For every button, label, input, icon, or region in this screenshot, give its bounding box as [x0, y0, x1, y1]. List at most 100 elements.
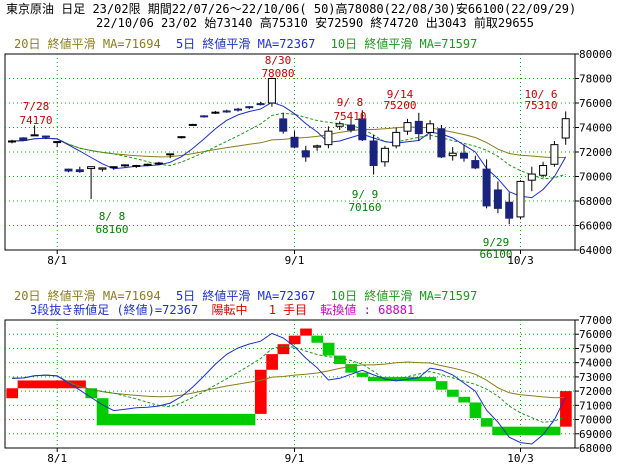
line-break-block: [300, 328, 312, 336]
candle-body: [426, 123, 435, 133]
candles: [8, 77, 570, 225]
y-tick-label: 70000: [579, 171, 612, 184]
y-tick-label: 64000: [579, 244, 612, 257]
line-break-block: [435, 381, 448, 390]
candle-body: [19, 137, 28, 141]
top-grid: [5, 54, 575, 250]
candle-body: [132, 164, 141, 167]
line-break-blocks: [6, 328, 572, 436]
line-break-block: [232, 413, 245, 426]
line-break-block: [334, 355, 346, 365]
line-break-block: [130, 413, 143, 426]
y-tick-label: 76000: [579, 328, 612, 341]
line-break-block: [424, 376, 437, 382]
y-tick-label: 71000: [579, 399, 612, 412]
line-break-block: [198, 413, 211, 426]
y-tick-label: 68000: [579, 442, 612, 455]
annotation-date: 8/30: [265, 54, 292, 67]
candle-body: [75, 169, 84, 173]
y-tick-label: 72000: [579, 385, 612, 398]
line-break-block: [164, 413, 177, 426]
y-tick-label: 75000: [579, 342, 612, 355]
candle-body: [290, 136, 299, 148]
y-tick-label: 66000: [579, 220, 612, 233]
candle-body: [301, 150, 310, 158]
candle-body: [369, 140, 378, 166]
candle-body: [550, 144, 559, 165]
line-break-block: [108, 413, 120, 426]
candle-body: [53, 141, 62, 144]
x-tick-label: 9/1: [285, 254, 305, 267]
x-tick-label: 10/3: [507, 452, 534, 465]
candle-body: [154, 162, 163, 165]
candle-body: [380, 147, 389, 163]
candle-body: [324, 130, 333, 146]
candle-body: [245, 106, 254, 109]
line-break-block: [560, 391, 572, 427]
candle-body: [188, 123, 197, 126]
candle-body: [392, 131, 401, 147]
annotation-price: 75410: [333, 110, 366, 123]
legend-ma10-b: 10日 終値平滑 MA=71597: [331, 288, 478, 303]
candle-body: [109, 166, 118, 169]
ma20-line: [11, 126, 566, 159]
annotation-price: 66100: [479, 248, 512, 261]
line-break-block: [413, 376, 425, 382]
y-tick-label: 76000: [579, 97, 612, 110]
candle-body: [335, 123, 344, 127]
annotation-price: 78080: [261, 67, 294, 80]
candle-body: [166, 153, 175, 156]
line-break-block: [480, 418, 493, 427]
line-break-block: [469, 402, 482, 419]
legend-ma5: 5日 終値平滑 MA=72367: [176, 36, 315, 51]
line-break-block: [492, 426, 504, 436]
line-break-block: [187, 413, 199, 426]
y-tick-label: 80000: [579, 48, 612, 61]
kagi-convert: 転換値 : 68881: [320, 302, 414, 317]
candle-body: [482, 168, 491, 207]
line-break-block: [503, 426, 516, 436]
annotation-price: 75200: [383, 99, 416, 112]
line-break-block: [119, 413, 132, 426]
line-break-block: [96, 398, 109, 426]
annotation-date: 9/29: [483, 236, 510, 249]
line-break-block: [548, 426, 561, 436]
annotation-date: 10/ 6: [524, 88, 557, 101]
candle-body: [256, 103, 265, 106]
y-tick-label: 73000: [579, 371, 612, 384]
annotation-price: 68160: [95, 223, 128, 236]
line-break-block: [322, 342, 335, 356]
candle-body: [267, 78, 276, 104]
line-break-block: [153, 413, 165, 426]
annotation-date: 9/ 9: [352, 188, 379, 201]
line-break-block: [51, 380, 64, 389]
candle-body: [87, 166, 96, 170]
annotation-price: 70160: [348, 201, 381, 214]
x-tick-label: 10/3: [507, 254, 534, 267]
line-break-block: [458, 396, 471, 403]
line-break-block: [390, 376, 403, 382]
bottom-grid: [5, 320, 575, 448]
candle-body: [234, 108, 242, 111]
candle-body: [143, 163, 152, 166]
legend-ma5-b: 5日 終値平滑 MA=72367: [176, 288, 315, 303]
candle-body: [403, 122, 412, 132]
line-break-block: [254, 369, 267, 414]
line-break-block: [243, 413, 256, 426]
y-tick-label: 78000: [579, 73, 612, 86]
ma10-line-bottom: [11, 345, 566, 423]
candle-body: [200, 115, 209, 118]
kagi-step: 1 手目: [269, 303, 307, 317]
line-break-block: [447, 389, 459, 397]
line-break-block: [537, 426, 550, 436]
y-tick-label: 69000: [579, 428, 612, 441]
y-tick-label: 68000: [579, 195, 612, 208]
line-break-block: [514, 426, 527, 436]
candle-body: [358, 118, 367, 141]
line-break-block: [345, 364, 358, 373]
line-break-block: [28, 380, 41, 389]
x-tick-label: 8/1: [47, 452, 67, 465]
candle-body: [8, 140, 16, 143]
